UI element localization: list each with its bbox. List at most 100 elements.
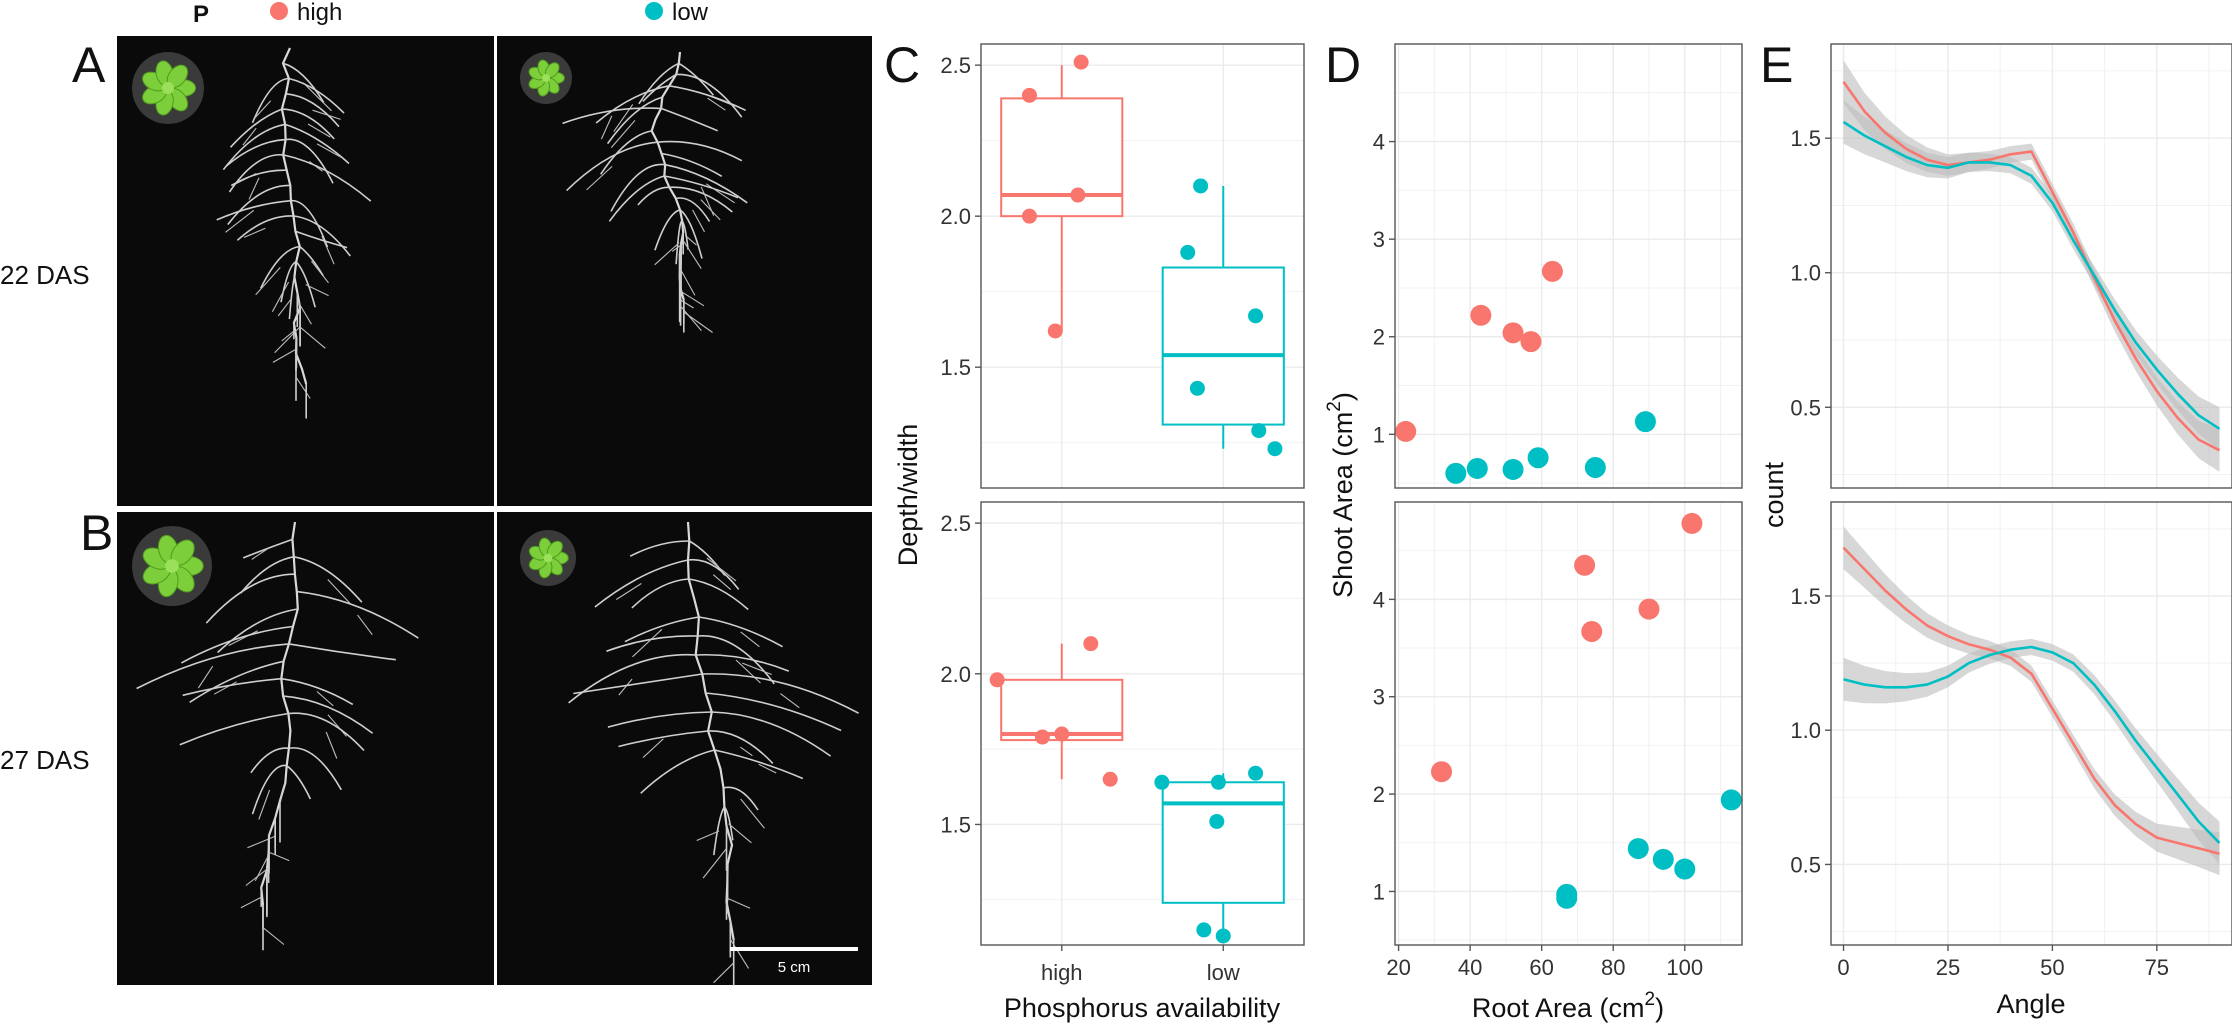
root-branchlet (707, 97, 726, 111)
panel-background (1395, 44, 1742, 488)
y-tick-label: 1 (1373, 422, 1385, 447)
root-branch (136, 643, 289, 690)
root-branch (293, 215, 351, 257)
point-high (1520, 331, 1542, 353)
point-low (1248, 765, 1264, 781)
root-branch (281, 108, 335, 140)
image-a-low (497, 36, 872, 506)
x-tick-label: 60 (1529, 955, 1553, 980)
row-label-22das: 22 DAS (0, 260, 90, 290)
root-branch (216, 199, 291, 221)
point-low (1584, 457, 1606, 479)
root-branch (179, 712, 289, 746)
root-branchlet (727, 897, 751, 909)
point-low (1634, 411, 1656, 433)
facet-0: 1 2 3 4 (1373, 43, 1743, 489)
root-branchlet (684, 234, 697, 246)
point-high (989, 672, 1005, 688)
point-high (1073, 54, 1089, 70)
root-branch (222, 123, 286, 171)
root-branch (281, 677, 354, 706)
line-low (1842, 120, 2221, 430)
row-label-27das: 27 DAS (0, 745, 90, 775)
x-tick-label: 50 (2040, 955, 2064, 980)
root-branchlet (295, 376, 311, 399)
point-low (1445, 462, 1467, 484)
point-high (1034, 729, 1050, 745)
root-branchlet (683, 311, 713, 333)
y-tick-label: 3 (1373, 227, 1385, 252)
root-branch (711, 711, 832, 757)
root-branchlet (197, 665, 214, 689)
y-tick-label: 2 (1373, 325, 1385, 350)
root-branchlet (740, 746, 753, 757)
root-branchlet (255, 267, 281, 296)
root-branch (189, 660, 284, 703)
point-low (1527, 447, 1549, 469)
point-low (1627, 838, 1649, 860)
facet-0: 1.5 2.0 2.5 (940, 43, 1305, 489)
line-high (1842, 546, 2220, 855)
root-branch (280, 261, 297, 303)
root-branch (279, 782, 287, 803)
chart-e: 0.5 1.0 1.5 0.5 1.0 1.5 0 25 50 75 Angle count (1759, 43, 2232, 1019)
root-branch (288, 77, 345, 114)
root-branchlet (302, 82, 332, 112)
root-branch (664, 175, 739, 199)
root-branch (675, 220, 683, 265)
root-branchlet (682, 240, 702, 269)
point-high (1102, 771, 1118, 787)
legend: P high low (193, 0, 709, 28)
root-branchlet (713, 962, 735, 984)
x-tick-label: 100 (1666, 955, 1703, 980)
root-branch (295, 230, 348, 249)
root-branch (217, 608, 298, 654)
point-high (1581, 620, 1603, 642)
y-tick-label: 3 (1373, 685, 1385, 710)
root-images: 5 cm (117, 36, 872, 986)
legend-label-high: high (297, 0, 342, 26)
root-branch (705, 692, 842, 732)
root-branch (181, 625, 294, 664)
root-branchlet (327, 714, 347, 737)
y-tick-label: 1.5 (940, 812, 971, 837)
facet-1: 1.5 2.0 2.5 high low (940, 501, 1305, 985)
root-branch (665, 163, 748, 204)
root-branch (660, 107, 719, 132)
box-high (1000, 97, 1124, 218)
root-branch (675, 197, 711, 222)
root-branch (606, 96, 663, 145)
facet-0: 0.5 1.0 1.5 (1790, 43, 2232, 489)
point-low (1248, 308, 1264, 324)
y-tick-label: 4 (1373, 587, 1385, 612)
root-branch (610, 163, 666, 212)
root-branch (282, 62, 325, 103)
legend-title: P (193, 1, 209, 28)
root-branch (661, 152, 723, 177)
root-branchlet (642, 738, 664, 759)
root-branch (606, 635, 698, 652)
root-branch (618, 730, 709, 748)
root-branch (713, 806, 726, 856)
point-low (1652, 848, 1674, 870)
root-branch (288, 712, 365, 752)
point-low (1189, 380, 1205, 396)
x-axis-title: Phosphorus availability (1004, 993, 1281, 1023)
root-branchlet (679, 299, 694, 309)
x-tick-label: 75 (2145, 955, 2169, 980)
x-tick-label: 80 (1601, 955, 1625, 980)
root-branch (688, 578, 749, 611)
point-low (1466, 457, 1488, 479)
rosette-thumbnails (132, 52, 576, 606)
root-branch (697, 635, 775, 685)
root-branch (236, 215, 294, 241)
root-branchlet (700, 199, 721, 221)
y-tick-label: 1.0 (1790, 718, 1821, 743)
x-tick-label: 25 (1936, 955, 1960, 980)
root-branch (702, 673, 859, 714)
point-high (1054, 726, 1070, 742)
y-tick-label: 2 (1373, 782, 1385, 807)
point-high (1638, 598, 1660, 620)
root-branch (624, 616, 700, 643)
root-branch (640, 749, 715, 794)
